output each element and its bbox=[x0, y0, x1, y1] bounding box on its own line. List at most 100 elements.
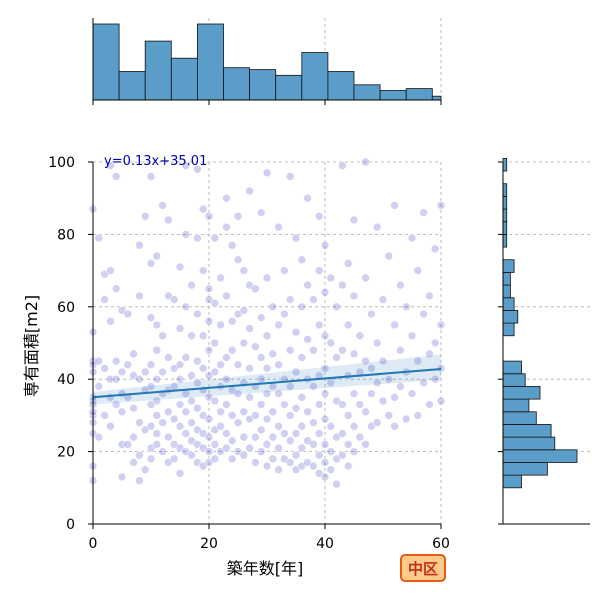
scatter-point bbox=[390, 392, 399, 402]
scatter-point bbox=[94, 356, 104, 366]
scatter-point bbox=[135, 374, 144, 384]
top-hist-bar bbox=[301, 52, 329, 101]
scatter-point bbox=[158, 418, 167, 427]
scatter-point bbox=[117, 367, 127, 377]
scatter-point bbox=[152, 396, 162, 406]
scatter-point bbox=[245, 443, 254, 453]
scatter-point bbox=[384, 411, 394, 420]
scatter-point bbox=[233, 255, 243, 265]
y-tick-label: 80 bbox=[57, 227, 75, 243]
scatter-point bbox=[361, 440, 370, 449]
scatter-point bbox=[152, 374, 162, 384]
scatter-point bbox=[146, 259, 156, 268]
scatter-point bbox=[274, 421, 283, 431]
right-hist-bar bbox=[502, 259, 515, 273]
scatter-point bbox=[175, 400, 185, 409]
scatter-point bbox=[320, 472, 330, 482]
scatter-point bbox=[349, 291, 359, 301]
scatter-point bbox=[146, 382, 156, 391]
top-hist-bar bbox=[379, 90, 407, 101]
scatter-point bbox=[239, 432, 249, 442]
scatter-point bbox=[135, 450, 144, 460]
right-hist-bar bbox=[502, 297, 515, 311]
scatter-point bbox=[326, 273, 336, 283]
scatter-point bbox=[297, 392, 307, 402]
scatter-point bbox=[430, 338, 440, 348]
scatter-point bbox=[100, 411, 109, 420]
scatter-point bbox=[367, 389, 376, 398]
scatter-point bbox=[187, 371, 196, 380]
scatter-point bbox=[361, 273, 370, 283]
regression-line bbox=[92, 354, 442, 405]
y-tick-label: 40 bbox=[57, 372, 75, 388]
scatter-point bbox=[285, 458, 295, 467]
right-hist-bar bbox=[502, 436, 556, 451]
right-hist-bar bbox=[502, 284, 511, 299]
scatter-point bbox=[262, 414, 272, 424]
scatter-point bbox=[227, 316, 237, 326]
scatter-point bbox=[146, 421, 156, 431]
scatter-point bbox=[152, 411, 162, 420]
y-axis-label: 専有面積[m2] bbox=[22, 295, 41, 397]
scatter-point bbox=[169, 454, 179, 464]
scatter-point bbox=[181, 230, 191, 239]
scatter-point bbox=[140, 367, 150, 377]
scatter-point bbox=[309, 295, 318, 304]
scatter-point bbox=[210, 298, 220, 308]
scatter-point bbox=[245, 324, 254, 333]
scatter-point bbox=[268, 302, 278, 312]
scatter-point bbox=[193, 378, 202, 388]
scatter-point bbox=[390, 421, 399, 431]
scatter-point bbox=[291, 403, 301, 413]
scatter-point bbox=[111, 400, 121, 409]
scatter-point bbox=[152, 345, 162, 355]
scatter-point bbox=[233, 360, 243, 370]
scatter-point bbox=[210, 440, 220, 449]
scatter-point bbox=[262, 331, 272, 341]
right-hist-bar bbox=[502, 233, 508, 248]
scatter-point bbox=[106, 161, 115, 170]
x-tick-label: 20 bbox=[200, 536, 218, 552]
scatter-point bbox=[343, 320, 353, 330]
scatter-point bbox=[425, 291, 434, 301]
top-hist-bar bbox=[249, 69, 277, 101]
scatter-point bbox=[256, 313, 266, 322]
scatter-point bbox=[291, 429, 301, 438]
right-hist-bar bbox=[502, 373, 526, 387]
top-hist-bar bbox=[431, 95, 442, 101]
scatter-point bbox=[123, 309, 133, 319]
right-hist-bar bbox=[502, 411, 537, 425]
scatter-point bbox=[320, 458, 330, 467]
scatter-point bbox=[349, 447, 359, 456]
right-hist-bar bbox=[502, 208, 508, 223]
scatter-point bbox=[309, 382, 318, 391]
scatter-point bbox=[378, 295, 388, 304]
scatter-point bbox=[175, 360, 185, 370]
scatter-point bbox=[256, 447, 266, 456]
scatter-point bbox=[309, 461, 318, 471]
scatter-point bbox=[175, 374, 185, 384]
scatter-point bbox=[146, 313, 156, 322]
scatter-point bbox=[361, 157, 370, 167]
top-hist-bar bbox=[92, 23, 120, 101]
scatter-point bbox=[401, 414, 411, 424]
scatter-point bbox=[262, 273, 272, 283]
scatter-point bbox=[239, 266, 249, 275]
scatter-point bbox=[436, 396, 446, 406]
right-hist-bar bbox=[502, 195, 508, 210]
top-hist-bar bbox=[353, 84, 381, 101]
scatter-point bbox=[146, 360, 156, 370]
confidence-band bbox=[93, 354, 441, 405]
scatter-point bbox=[164, 407, 173, 417]
scatter-point bbox=[222, 429, 231, 438]
scatter-point bbox=[285, 382, 295, 391]
scatter-point bbox=[198, 331, 208, 341]
scatter-point bbox=[361, 356, 370, 366]
top-hist-bar bbox=[196, 23, 224, 101]
scatter-point bbox=[367, 309, 376, 319]
scatter-point bbox=[146, 454, 156, 464]
scatter-point bbox=[111, 356, 121, 366]
scatter-point bbox=[338, 429, 347, 438]
scatter-points bbox=[88, 157, 446, 489]
scatter-point bbox=[320, 440, 330, 449]
